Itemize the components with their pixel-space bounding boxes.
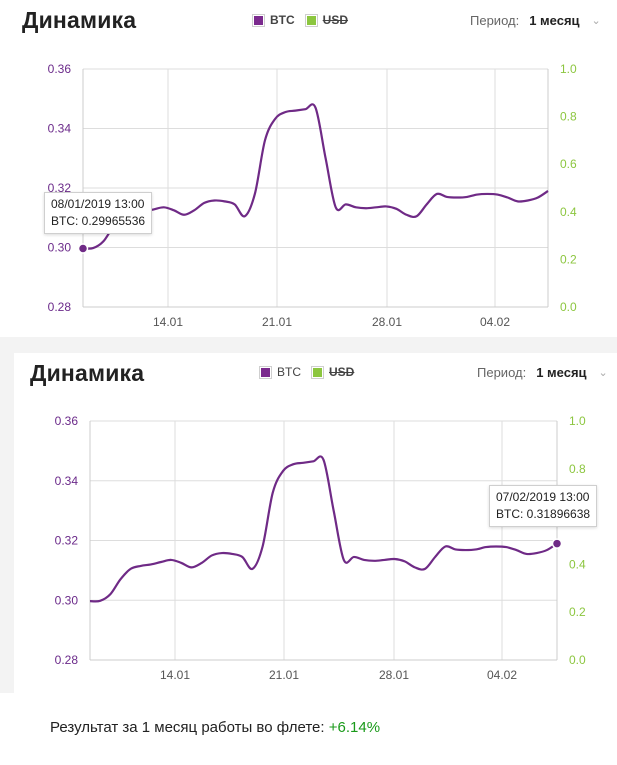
card-title: Динамика xyxy=(30,360,145,386)
y-left-tick-label: 0.32 xyxy=(55,534,79,548)
y-right-tick-label: 0.8 xyxy=(560,110,577,124)
section-divider xyxy=(0,337,617,353)
highlight-point xyxy=(551,538,563,549)
chart-tooltip: 07/02/2019 13:00 BTC: 0.31896638 xyxy=(489,485,598,527)
btc-line-chart-1: 0.28 0.30 0.32 0.34 0.36 0.0 0.2 0.4 0.6 0.8 1.0 14… xyxy=(48,62,577,329)
btc-series-line xyxy=(82,103,549,250)
y-right-tick-label: 0.6 xyxy=(560,157,577,171)
x-tick-label: 28.01 xyxy=(372,315,402,329)
y-left-tick-label: 0.34 xyxy=(48,122,72,136)
highlight-point xyxy=(77,243,89,254)
period-value: 1 месяц xyxy=(536,365,587,380)
x-tick-label: 04.02 xyxy=(487,668,517,682)
x-tick-label: 21.01 xyxy=(269,668,299,682)
usd-swatch-icon xyxy=(311,365,324,379)
legend-item-btc[interactable]: BTC xyxy=(259,365,301,379)
result-percent: +6.14% xyxy=(328,719,381,736)
y-left-tick-label: 0.36 xyxy=(55,414,79,428)
result-text: Результат за 1 месяц работы во флете: xyxy=(50,719,325,736)
legend-label-btc: BTC xyxy=(270,13,295,27)
legend-item-usd[interactable]: USD xyxy=(304,13,349,27)
dynamics-card-1: Динамика BTC USD Период: 1 месяц ⌄ 0.28 0… xyxy=(0,0,617,337)
chevron-down-icon: ⌄ xyxy=(598,367,608,379)
y-right-tick-label: 0.0 xyxy=(560,300,577,314)
x-tick-label: 04.02 xyxy=(480,315,510,329)
y-right-tick-label: 1.0 xyxy=(560,62,577,76)
legend-label-usd: USD xyxy=(322,13,349,27)
y-left-tick-label: 0.28 xyxy=(48,300,72,314)
y-right-tick-label: 0.4 xyxy=(560,205,577,219)
y-left-tick-label: 0.30 xyxy=(48,241,72,255)
y-left-tick-label: 0.32 xyxy=(48,181,72,195)
period-label: Период: xyxy=(477,365,527,380)
result-summary: Результат за 1 месяц работы во флете: +6… xyxy=(50,719,380,736)
x-tick-label: 28.01 xyxy=(379,668,409,682)
y-left-tick-label: 0.30 xyxy=(55,593,79,607)
card-title: Динамика xyxy=(22,7,137,33)
y-right-tick-label: 1.0 xyxy=(569,414,586,428)
y-left-tick-label: 0.36 xyxy=(48,62,72,76)
period-select[interactable]: Период: 1 месяц ⌄ xyxy=(470,13,601,28)
legend-item-btc[interactable]: BTC xyxy=(252,13,295,27)
period-value: 1 месяц xyxy=(529,13,580,28)
btc-swatch-icon xyxy=(252,13,265,27)
usd-swatch-icon xyxy=(304,13,318,27)
legend-label-usd: USD xyxy=(329,365,355,379)
tooltip-date: 07/02/2019 13:00 xyxy=(496,490,590,504)
btc-swatch-icon xyxy=(259,365,272,379)
x-tick-label: 14.01 xyxy=(153,315,183,329)
y-left-tick-label: 0.28 xyxy=(55,653,79,667)
chart-legend: BTC USD xyxy=(259,365,364,379)
y-right-tick-label: 0.4 xyxy=(569,557,586,571)
y-right-tick-label: 0.2 xyxy=(560,252,577,266)
legend-item-usd[interactable]: USD xyxy=(311,365,354,379)
x-tick-label: 21.01 xyxy=(262,315,292,329)
legend-label-btc: BTC xyxy=(277,365,301,379)
y-right-tick-label: 0.2 xyxy=(569,605,586,619)
tooltip-value: BTC: 0.29965536 xyxy=(51,214,146,228)
x-tick-label: 14.01 xyxy=(160,668,190,682)
dynamics-card-2: Динамика BTC USD Период: 1 месяц ⌄ 0.28 0… xyxy=(14,353,617,693)
chevron-down-icon: ⌄ xyxy=(591,15,601,27)
chart-legend: BTC USD xyxy=(252,13,358,27)
period-select[interactable]: Период: 1 месяц ⌄ xyxy=(477,365,608,380)
btc-series-line xyxy=(89,455,558,603)
y-left-tick-label: 0.34 xyxy=(55,474,79,488)
chart-tooltip: 08/01/2019 13:00 BTC: 0.29965536 xyxy=(44,192,153,234)
tooltip-value: BTC: 0.31896638 xyxy=(496,507,591,521)
y-right-tick-label: 0.8 xyxy=(569,462,586,476)
period-label: Период: xyxy=(470,13,520,28)
section-divider-left xyxy=(0,353,14,693)
tooltip-date: 08/01/2019 13:00 xyxy=(51,197,145,211)
y-right-tick-label: 0.0 xyxy=(569,653,586,667)
